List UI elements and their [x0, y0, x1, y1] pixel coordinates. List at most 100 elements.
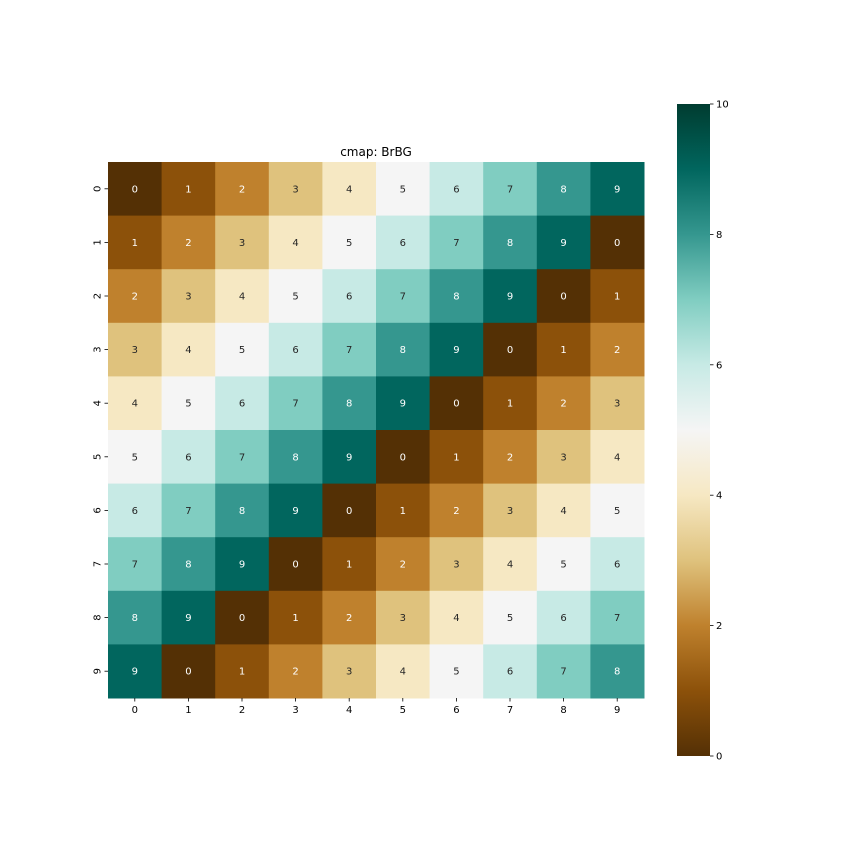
- cell-value-label: 3: [132, 345, 138, 356]
- cell-value-label: 1: [560, 345, 566, 356]
- heatmap-cell: [590, 590, 645, 645]
- cell-value-label: 5: [185, 399, 191, 410]
- cell-value-label: 0: [400, 452, 406, 463]
- cell-value-label: 7: [400, 292, 406, 303]
- heatmap-cell: [215, 162, 270, 217]
- cell-value-label: 6: [453, 184, 459, 195]
- heatmap-cell: [215, 590, 270, 645]
- heatmap-cell: [215, 376, 270, 431]
- heatmap-cell: [268, 376, 323, 431]
- heatmap-cell: [429, 215, 484, 270]
- cell-value-label: 9: [453, 345, 459, 356]
- cell-value-label: 6: [346, 292, 352, 303]
- heatmap-cell: [322, 537, 377, 592]
- y-tick-label: 1: [93, 239, 104, 245]
- cell-value-label: 5: [453, 667, 459, 678]
- heatmap-cell: [429, 483, 484, 538]
- cell-value-label: 0: [560, 292, 566, 303]
- cell-value-label: 8: [239, 506, 245, 517]
- chart-title: cmap: BrBG: [340, 145, 412, 159]
- cell-value-label: 2: [614, 345, 620, 356]
- heatmap-cell: [108, 162, 163, 217]
- heatmap-cell: [376, 483, 431, 538]
- heatmap-cell: [268, 590, 323, 645]
- x-tick-label: 2: [239, 705, 245, 716]
- cell-value-label: 5: [239, 345, 245, 356]
- heatmap-cell: [536, 322, 591, 377]
- heatmap-cell: [268, 644, 323, 699]
- heatmap-cell: [590, 269, 645, 324]
- heatmap-cell: [536, 483, 591, 538]
- cell-value-label: 7: [453, 238, 459, 249]
- heatmap-cell: [322, 376, 377, 431]
- heatmap-cell: [376, 322, 431, 377]
- heatmap-cell: [322, 322, 377, 377]
- y-tick-label: 9: [93, 668, 104, 674]
- heatmap-cell: [215, 537, 270, 592]
- heatmap-cell: [161, 590, 216, 645]
- heatmap-cell: [536, 162, 591, 217]
- cell-value-label: 4: [507, 560, 513, 571]
- heatmap-cell: [536, 430, 591, 485]
- heatmap-cell: [161, 269, 216, 324]
- x-tick-label: 0: [132, 705, 138, 716]
- cell-value-label: 0: [453, 399, 459, 410]
- heatmap-cell: [590, 162, 645, 217]
- y-tick-label: 4: [93, 400, 104, 406]
- cell-value-label: 0: [239, 613, 245, 624]
- heatmap-cell: [161, 322, 216, 377]
- cell-value-label: 7: [185, 506, 191, 517]
- heatmap-cell: [483, 376, 538, 431]
- cell-value-label: 1: [400, 506, 406, 517]
- cell-value-label: 1: [507, 399, 513, 410]
- heatmap-cell: [161, 483, 216, 538]
- cell-value-label: 6: [614, 560, 620, 571]
- cell-value-label: 5: [614, 506, 620, 517]
- cell-value-label: 5: [292, 292, 298, 303]
- x-tick-label: 1: [185, 705, 191, 716]
- x-tick-label: 7: [507, 705, 513, 716]
- cell-value-label: 4: [185, 345, 191, 356]
- cell-value-label: 0: [614, 238, 620, 249]
- cell-value-label: 8: [292, 452, 298, 463]
- cell-value-label: 9: [132, 667, 138, 678]
- cell-value-label: 6: [239, 399, 245, 410]
- cell-value-label: 8: [453, 292, 459, 303]
- heatmap-cell: [483, 269, 538, 324]
- heatmap-cell: [215, 322, 270, 377]
- heatmap-cell: [483, 537, 538, 592]
- y-tick-label: 0: [93, 186, 104, 192]
- heatmap-cell: [483, 483, 538, 538]
- cell-value-label: 7: [132, 560, 138, 571]
- cell-value-label: 6: [185, 452, 191, 463]
- cell-value-label: 3: [614, 399, 620, 410]
- colorbar-tick-label: 0: [716, 752, 722, 763]
- cell-value-label: 9: [614, 184, 620, 195]
- x-tick-label: 6: [453, 705, 459, 716]
- heatmap-cell: [322, 269, 377, 324]
- cell-value-label: 5: [346, 238, 352, 249]
- x-tick-label: 5: [400, 705, 406, 716]
- cell-value-label: 3: [400, 613, 406, 624]
- heatmap-cell: [268, 430, 323, 485]
- heatmap-cell: [483, 162, 538, 217]
- heatmap-cell: [215, 215, 270, 270]
- cell-value-label: 8: [507, 238, 513, 249]
- cell-value-label: 1: [185, 184, 191, 195]
- heatmap-cell: [590, 215, 645, 270]
- cell-value-label: 7: [560, 667, 566, 678]
- cell-value-label: 0: [292, 560, 298, 571]
- heatmap-cell: [429, 322, 484, 377]
- heatmap-cell: [215, 644, 270, 699]
- cell-value-label: 3: [346, 667, 352, 678]
- heatmap-cell: [429, 269, 484, 324]
- heatmap-cell: [108, 644, 163, 699]
- heatmap-cell: [322, 590, 377, 645]
- heatmap-cell: [268, 537, 323, 592]
- cell-value-label: 2: [185, 238, 191, 249]
- heatmap-cell: [376, 430, 431, 485]
- heatmap-cell: [376, 215, 431, 270]
- heatmap-cell: [268, 162, 323, 217]
- cell-value-label: 4: [614, 452, 620, 463]
